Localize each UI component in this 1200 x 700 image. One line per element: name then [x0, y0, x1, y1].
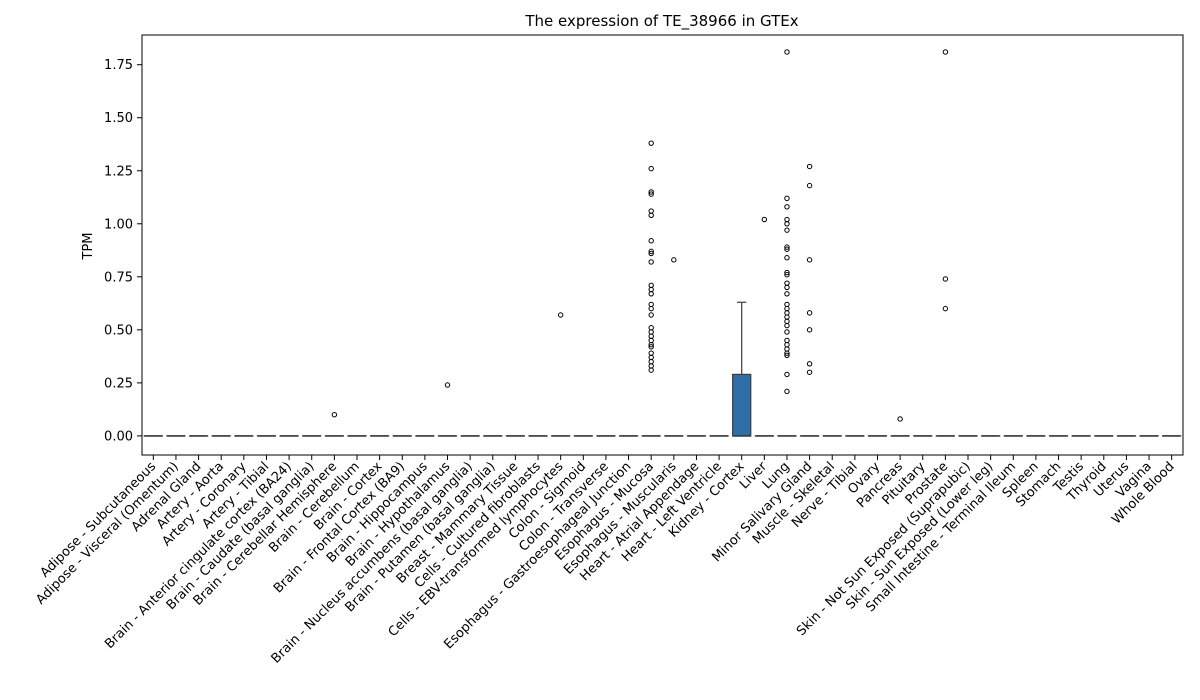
axes-frame [141, 34, 1184, 456]
outlier-point [784, 269, 790, 276]
outlier-point [784, 291, 790, 297]
outlier-point [648, 305, 654, 312]
outlier-point [648, 291, 654, 297]
outlier-point [784, 352, 790, 359]
outlier-point [671, 257, 677, 263]
outlier-point [784, 216, 790, 223]
outlier-point [897, 416, 903, 422]
outlier-point [648, 140, 654, 146]
outlier-point [784, 227, 790, 233]
outlier-point [648, 333, 654, 339]
outlier-point [784, 195, 790, 202]
outlier-point [648, 329, 654, 335]
outlier-point [648, 189, 654, 195]
outlier-point [784, 350, 790, 356]
outlier-point [648, 301, 654, 308]
outlier-point [942, 276, 949, 282]
outlier-point [784, 310, 790, 316]
outlier-point [784, 314, 790, 320]
outlier-point [648, 208, 654, 214]
outlier-point [557, 312, 564, 318]
outlier-point [648, 259, 654, 265]
outlier-point [806, 310, 813, 316]
outlier-point [784, 204, 790, 210]
box [732, 373, 752, 437]
outlier-point [648, 238, 654, 244]
outlier-point [648, 286, 654, 293]
outlier-point [784, 246, 790, 252]
y-axis-label: TPM [81, 233, 96, 261]
outlier-point [444, 382, 451, 388]
outlier-point [784, 346, 790, 352]
y-tick-label: 1.25 [104, 164, 133, 179]
outlier-point [648, 248, 654, 255]
outlier-point [648, 250, 654, 257]
outlier-point [648, 282, 654, 289]
y-tick-label: 1.75 [104, 58, 133, 73]
outlier-point [648, 367, 654, 373]
y-tick-label: 0.50 [104, 323, 133, 338]
outlier-point [784, 280, 790, 286]
outlier-point [784, 371, 790, 378]
outlier-point [806, 327, 813, 333]
outlier-point [331, 411, 338, 418]
outlier-point [648, 191, 654, 197]
outlier-point [784, 271, 790, 278]
outlier-point [648, 325, 654, 331]
outlier-point [942, 49, 949, 55]
outlier-point [648, 165, 654, 172]
outlier-point [648, 212, 654, 219]
outlier-point [942, 305, 949, 312]
outlier-point [648, 337, 654, 344]
outlier-point [784, 255, 790, 261]
outlier-point [806, 257, 813, 263]
outlier-point [784, 49, 790, 55]
plot-area: 0.000.250.500.751.001.251.501.75Adipose … [33, 49, 1182, 667]
outlier-point [648, 354, 654, 361]
y-tick-label: 0.75 [104, 270, 133, 285]
outlier-point [784, 337, 790, 344]
outlier-point [784, 301, 790, 308]
outlier-point [784, 329, 790, 335]
outlier-point [784, 318, 790, 325]
y-tick-label: 0.25 [104, 376, 133, 391]
outlier-point [784, 221, 790, 227]
outlier-point [784, 305, 790, 312]
outlier-point [806, 361, 813, 367]
outlier-point [648, 344, 654, 350]
outlier-point [784, 322, 790, 329]
outlier-point [648, 312, 654, 318]
outlier-point [648, 363, 654, 369]
outlier-point [648, 350, 654, 356]
outlier-point [806, 163, 813, 170]
outlier-point [806, 182, 813, 189]
outlier-point [784, 388, 790, 395]
outlier-point [784, 284, 790, 291]
chart-title: The expression of TE_38966 in GTEx [524, 12, 798, 31]
outlier-point [761, 216, 768, 223]
outlier-point [648, 358, 654, 365]
outlier-point [806, 369, 813, 375]
outlier-point [784, 244, 790, 250]
outlier-point [784, 341, 790, 348]
y-tick-label: 0.00 [104, 429, 133, 444]
y-tick-label: 1.50 [104, 111, 133, 126]
y-tick-label: 1.00 [104, 217, 133, 232]
outlier-point [648, 341, 654, 348]
